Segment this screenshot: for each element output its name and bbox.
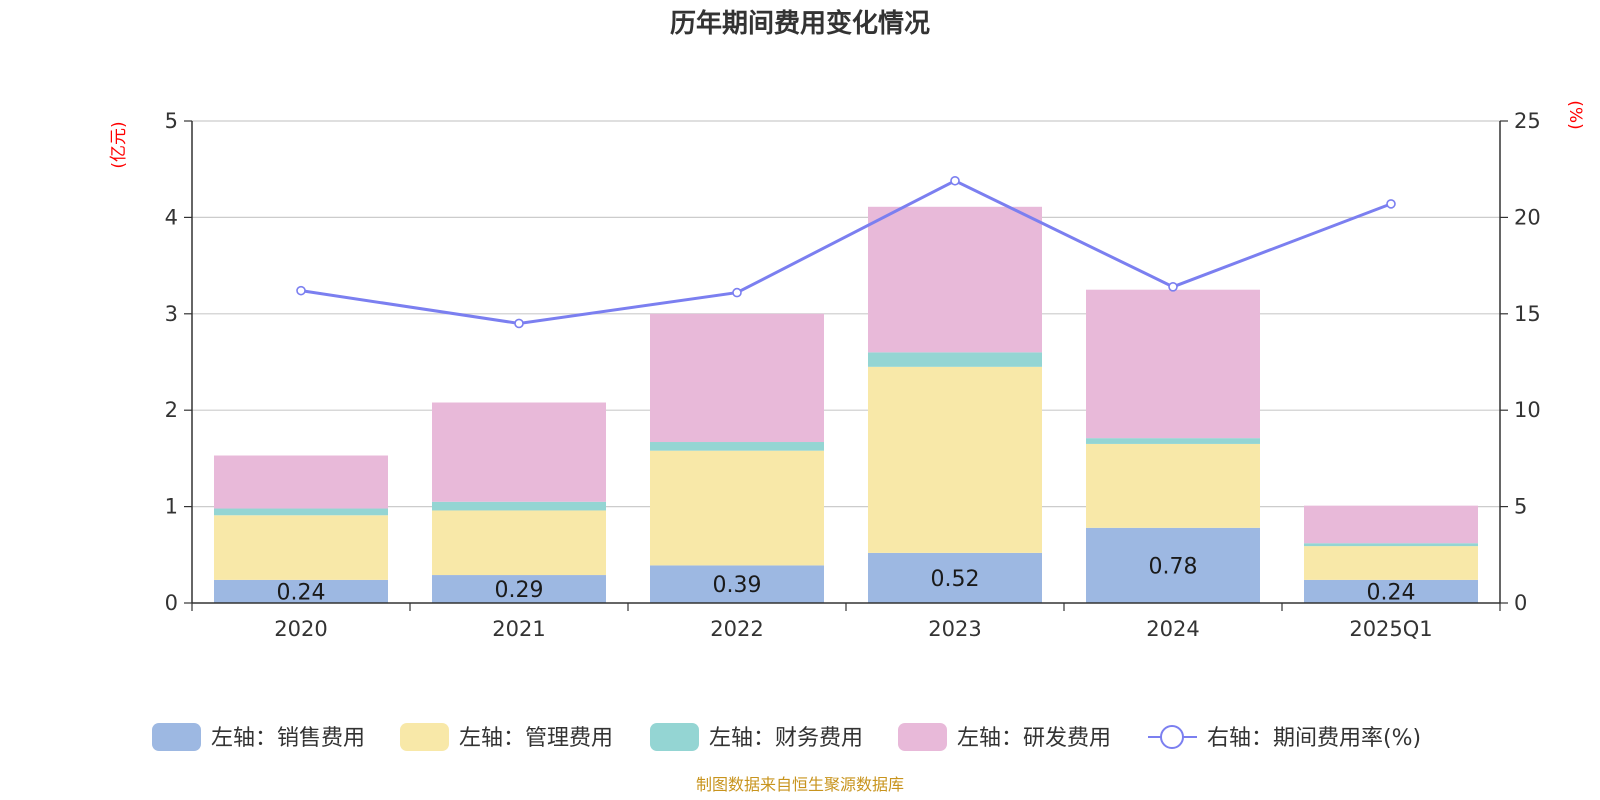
legend-label: 右轴：期间费用率(%) (1207, 726, 1421, 751)
chart-title: 历年期间费用变化情况 (670, 8, 930, 39)
right-axis-tick-label: 5 (1514, 495, 1527, 519)
bar-segment (650, 450, 824, 566)
rate-line-series (296, 175, 1396, 329)
bar-segment (650, 565, 824, 603)
right-axis-tick-label: 20 (1514, 205, 1541, 229)
bar-value-label: 0.24 (277, 580, 326, 605)
axes: 0 1 2 3 4 5 0 5 10 15 20 25 2020 2021 2022 2023 2024 2025… (165, 109, 1541, 641)
bar-segment (1086, 289, 1260, 439)
x-axis-tick-label: 2025Q1 (1349, 617, 1432, 641)
bar-segment (868, 366, 1042, 553)
legend-label: 左轴：财务费用 (709, 726, 863, 751)
bar-segment (1304, 505, 1478, 544)
bar-segment (432, 402, 606, 502)
rate-line (300, 179, 1392, 325)
bar-segment (214, 515, 388, 580)
legend-swatch (400, 723, 449, 751)
left-axis-tick-label: 2 (165, 398, 178, 422)
bar-value-label: 0.52 (931, 567, 980, 592)
rate-point (1168, 282, 1178, 292)
bar-segment (214, 455, 388, 509)
bar-value-labels: 0.24 0.29 0.39 0.52 0.78 0.24 (277, 554, 1416, 605)
x-axis-tick-label: 2020 (274, 617, 327, 641)
bar-segment (650, 442, 824, 451)
rate-point (732, 287, 742, 298)
bar-stacks (214, 206, 1478, 603)
left-axis-tick-label: 3 (165, 302, 178, 326)
left-axis-tick-label: 1 (165, 495, 178, 519)
bar-segment (1086, 438, 1260, 444)
legend-label: 左轴：销售费用 (211, 726, 365, 751)
left-axis-tick-label: 5 (165, 109, 178, 133)
bar-segment (432, 510, 606, 576)
bar-segment (1304, 546, 1478, 580)
bar-segment (1086, 443, 1260, 528)
bar-value-label: 0.39 (713, 573, 762, 598)
legend-swatch (898, 723, 947, 751)
legend-swatch (650, 723, 699, 751)
bar-segment (1086, 527, 1260, 603)
right-axis-tick-label: 0 (1514, 591, 1527, 615)
bar-segment (1304, 579, 1478, 603)
rate-point (950, 175, 960, 186)
source-note: 制图数据来自恒生聚源数据库 (696, 775, 904, 794)
x-axis-tick-label: 2022 (710, 617, 763, 641)
rate-point (1386, 199, 1396, 209)
x-axis-tick-label: 2023 (928, 617, 981, 641)
legend-label: 左轴：研发费用 (957, 726, 1111, 751)
right-axis-tick-label: 10 (1514, 398, 1541, 422)
bar-segment (868, 352, 1042, 367)
right-axis-tick-label: 25 (1514, 109, 1541, 133)
bar-segment (214, 508, 388, 516)
left-axis-tick-label: 0 (165, 591, 178, 615)
bar-segment (432, 501, 606, 511)
right-axis-unit: (%) (1565, 100, 1585, 129)
bar-value-label: 0.24 (1367, 580, 1416, 605)
legend-line-marker (1160, 725, 1184, 749)
right-axis-tick-label: 15 (1514, 302, 1541, 326)
left-axis-unit: (亿元) (109, 121, 129, 168)
bar-segment (1304, 543, 1478, 547)
bar-segment (214, 579, 388, 603)
bar-value-label: 0.78 (1149, 554, 1198, 579)
bar-segment (432, 575, 606, 603)
x-axis-tick-label: 2024 (1146, 617, 1199, 641)
legend: 左轴：销售费用 左轴：管理费用 左轴：财务费用 左轴：研发费用 右轴：期间费用率(%) (152, 723, 1421, 751)
bar-segment (650, 313, 824, 443)
bar-value-label: 0.29 (495, 578, 544, 603)
rate-point (514, 318, 524, 329)
legend-swatch (152, 723, 201, 751)
x-axis-tick-label: 2021 (492, 617, 545, 641)
bar-segment (868, 206, 1042, 353)
legend-label: 左轴：管理费用 (459, 726, 613, 751)
bar-segment (868, 552, 1042, 603)
rate-point (296, 285, 306, 296)
gridlines (192, 120, 1500, 508)
left-axis-tick-label: 4 (165, 205, 178, 229)
